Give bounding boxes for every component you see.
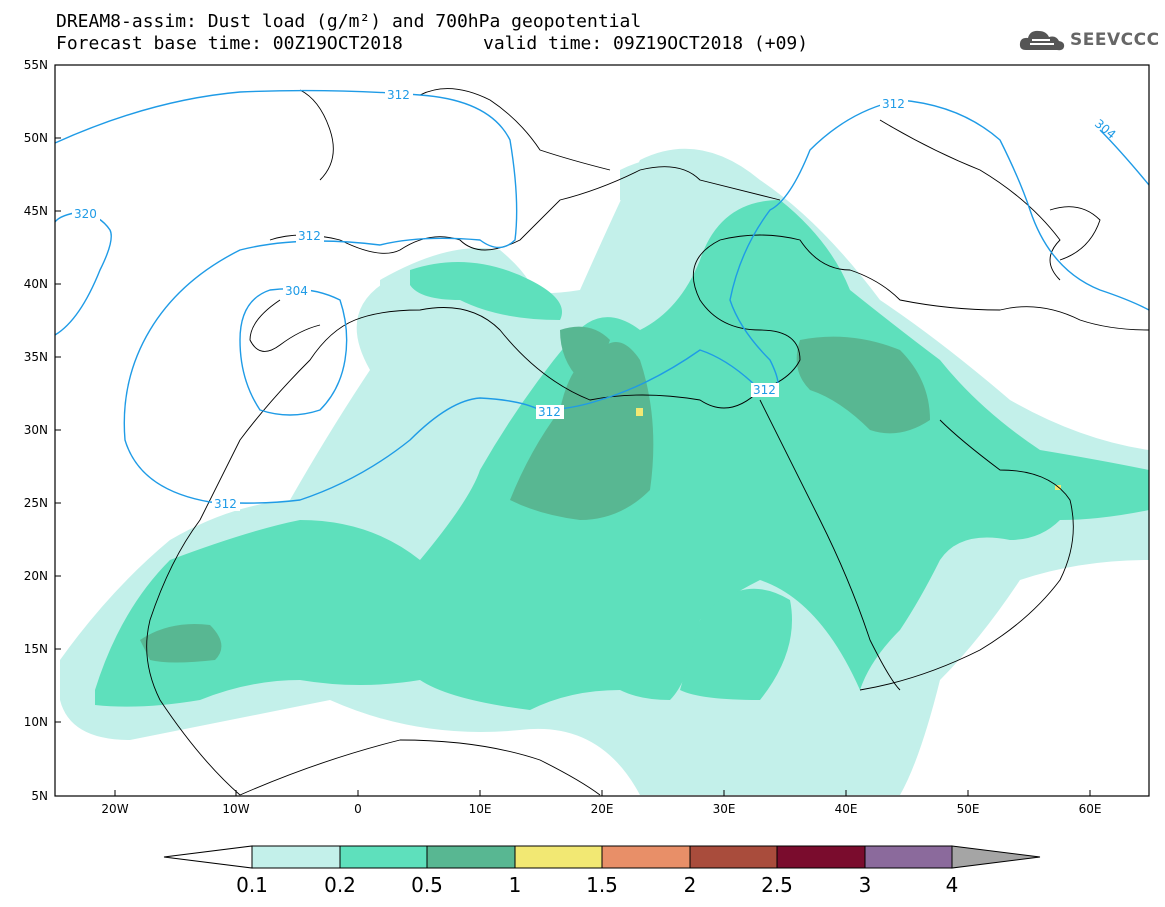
forecast-base-time: Forecast base time: 00Z19OCT2018	[56, 33, 403, 54]
contour-label: 320	[74, 207, 97, 221]
geopotential-contours	[55, 89, 1149, 504]
map-title: DREAM8-assim: Dust load (g/m²) and 700hP…	[56, 11, 642, 32]
colorbar-label: 0.1	[236, 873, 268, 897]
colorbar-segment	[601, 845, 691, 869]
lon-label: 60E	[1079, 802, 1102, 816]
lat-label: 20N	[24, 569, 48, 583]
lat-label: 45N	[24, 204, 48, 218]
valid-time: valid time: 09Z19OCT2018 (+09)	[483, 33, 809, 54]
colorbar-segment	[251, 845, 341, 869]
lon-label: 40E	[835, 802, 858, 816]
lon-label: 20E	[591, 802, 614, 816]
lat-label: 5N	[31, 789, 48, 803]
longitude-labels: 20W 10W 0 10E 20E 30E 40E 50E 60E	[101, 802, 1101, 816]
colorbar-label: 1	[509, 873, 522, 897]
colorbar-segment	[689, 845, 778, 869]
lat-label: 50N	[24, 131, 48, 145]
axis-ticks	[55, 64, 1091, 796]
lon-label: 50E	[957, 802, 980, 816]
contour-label: 312	[214, 497, 237, 511]
coastlines	[146, 88, 1149, 796]
colorbar: 0.1 0.2 0.5 1 1.5 2 2.5 3 4	[163, 845, 1041, 897]
lat-label: 25N	[24, 496, 48, 510]
colorbar-label: 3	[859, 873, 872, 897]
contour-label: 304	[285, 284, 308, 298]
contour-label: 312	[387, 88, 410, 102]
colorbar-segment	[339, 845, 428, 869]
contour-label: 312	[753, 383, 776, 397]
seevccc-logo: SEEVCCC	[1018, 26, 1160, 54]
lon-label: 20W	[101, 802, 128, 816]
colorbar-segment	[864, 845, 953, 869]
lat-label: 15N	[24, 642, 48, 656]
logo-text: SEEVCCC	[1070, 30, 1160, 50]
lat-label: 10N	[24, 715, 48, 729]
lon-label: 30E	[713, 802, 736, 816]
colorbar-label: 2	[684, 873, 697, 897]
colorbar-label: 1.5	[586, 873, 618, 897]
colorbar-label: 4	[946, 873, 959, 897]
lon-label: 0	[354, 802, 362, 816]
colorbar-segment	[426, 845, 516, 869]
lat-label: 40N	[24, 277, 48, 291]
cloud-icon	[1019, 30, 1065, 51]
lat-label: 30N	[24, 423, 48, 437]
lat-label: 55N	[24, 58, 48, 72]
lat-label: 35N	[24, 350, 48, 364]
colorbar-high-arrow	[951, 845, 1041, 869]
contour-label: 312	[882, 97, 905, 111]
colorbar-label: 0.5	[411, 873, 443, 897]
lon-label: 10W	[222, 802, 249, 816]
colorbar-label: 2.5	[761, 873, 793, 897]
colorbar-low-arrow	[163, 845, 253, 869]
colorbar-segment	[776, 845, 866, 869]
contour-labels: 312 312 312 312 312 312 320 304 304	[72, 88, 1118, 511]
contour-label: 312	[538, 405, 561, 419]
latitude-labels: 55N 50N 45N 40N 35N 30N 25N 20N 15N 10N …	[24, 58, 48, 803]
contour-label: 312	[298, 229, 321, 243]
lon-label: 10E	[469, 802, 492, 816]
dust-shading	[60, 148, 1149, 795]
colorbar-segment	[514, 845, 603, 869]
colorbar-label: 0.2	[324, 873, 356, 897]
